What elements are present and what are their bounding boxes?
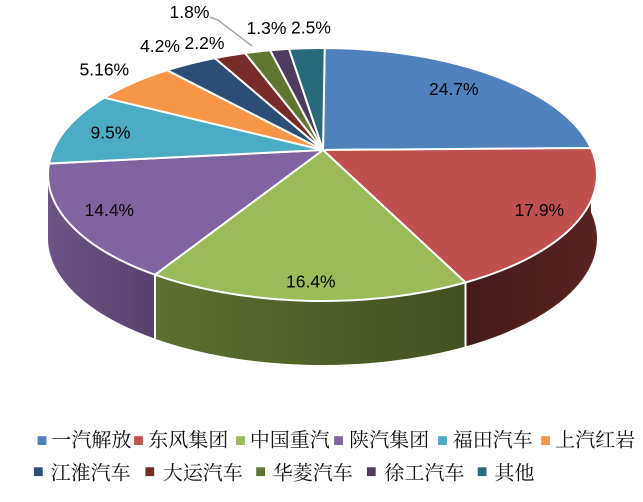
svg-text:4.2%: 4.2% bbox=[140, 36, 180, 56]
svg-text:16.4%: 16.4% bbox=[286, 272, 336, 292]
svg-text:14.4%: 14.4% bbox=[85, 200, 135, 220]
svg-text:2.5%: 2.5% bbox=[291, 18, 331, 38]
svg-text:17.9%: 17.9% bbox=[515, 200, 565, 220]
svg-text:1.8%: 1.8% bbox=[170, 2, 210, 22]
svg-text:1.3%: 1.3% bbox=[247, 18, 287, 38]
svg-text:24.7%: 24.7% bbox=[429, 79, 479, 99]
svg-text:9.5%: 9.5% bbox=[91, 123, 131, 143]
svg-text:2.2%: 2.2% bbox=[185, 33, 225, 53]
svg-text:5.16%: 5.16% bbox=[80, 60, 130, 80]
